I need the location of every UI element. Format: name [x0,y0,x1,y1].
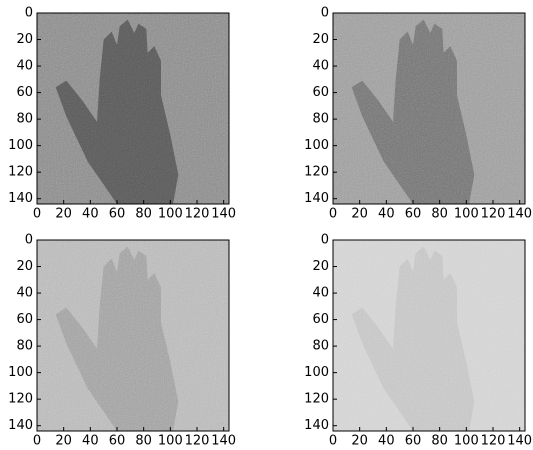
y-tick-label: 40 [312,286,329,301]
y-tick-label: 120 [304,392,329,407]
x-tick-label: 0 [33,207,41,222]
axes-frame [36,12,230,205]
x-tick-label: 60 [109,434,126,449]
axes-frame [332,12,526,205]
x-tick-label: 40 [378,434,395,449]
x-tick-label: 100 [158,434,183,449]
x-tick-label: 140 [211,207,236,222]
y-tick-label: 120 [8,392,33,407]
y-tick-label: 0 [25,233,33,248]
y-tick-label: 0 [321,6,329,21]
x-tick-label: 120 [185,434,210,449]
x-tick-label: 120 [481,207,506,222]
axes-frame [332,239,526,432]
y-tick-label: 80 [312,339,329,354]
y-tick-label: 40 [16,286,33,301]
x-tick-label: 140 [211,434,236,449]
y-tick-label: 40 [312,59,329,74]
x-tick-label: 120 [185,207,210,222]
x-tick-label: 140 [507,207,532,222]
y-tick-label: 20 [312,259,329,274]
image [333,13,525,204]
x-tick-label: 60 [405,434,422,449]
x-tick-label: 60 [405,207,422,222]
y-tick-label: 100 [304,138,329,153]
x-tick-label: 100 [454,434,479,449]
x-tick-label: 40 [82,207,99,222]
x-tick-label: 40 [82,434,99,449]
y-tick-label: 80 [312,112,329,127]
y-tick-label: 120 [304,165,329,180]
x-tick-label: 0 [329,207,337,222]
x-tick-label: 80 [431,207,448,222]
x-tick-label: 120 [481,434,506,449]
x-tick-label: 20 [351,434,368,449]
x-tick-label: 20 [351,207,368,222]
y-tick-label: 60 [16,312,33,327]
y-tick-label: 20 [16,32,33,47]
y-tick-label: 120 [8,165,33,180]
y-tick-label: 140 [8,418,33,433]
axes-frame [36,239,230,432]
image [37,240,229,431]
image [333,240,525,431]
y-tick-label: 60 [312,85,329,100]
y-tick-label: 140 [304,191,329,206]
y-tick-label: 40 [16,59,33,74]
y-tick-label: 20 [312,32,329,47]
y-tick-label: 80 [16,112,33,127]
x-tick-label: 80 [431,434,448,449]
x-tick-label: 100 [158,207,183,222]
y-tick-label: 80 [16,339,33,354]
x-tick-label: 140 [507,434,532,449]
x-tick-label: 20 [55,207,72,222]
x-tick-label: 0 [329,434,337,449]
image-noise [37,240,229,431]
x-tick-label: 60 [109,207,126,222]
y-tick-label: 100 [8,138,33,153]
y-tick-label: 100 [304,365,329,380]
y-tick-label: 100 [8,365,33,380]
x-tick-label: 0 [33,434,41,449]
y-tick-label: 60 [312,312,329,327]
x-tick-label: 40 [378,207,395,222]
image-noise [333,240,525,431]
image [37,13,229,204]
y-tick-label: 140 [304,418,329,433]
x-tick-label: 100 [454,207,479,222]
image-noise [37,13,229,204]
y-tick-label: 0 [25,6,33,21]
image-noise [333,13,525,204]
y-tick-label: 20 [16,259,33,274]
x-tick-label: 80 [135,434,152,449]
y-tick-label: 140 [8,191,33,206]
y-tick-label: 60 [16,85,33,100]
x-tick-label: 20 [55,434,72,449]
x-tick-label: 80 [135,207,152,222]
y-tick-label: 0 [321,233,329,248]
